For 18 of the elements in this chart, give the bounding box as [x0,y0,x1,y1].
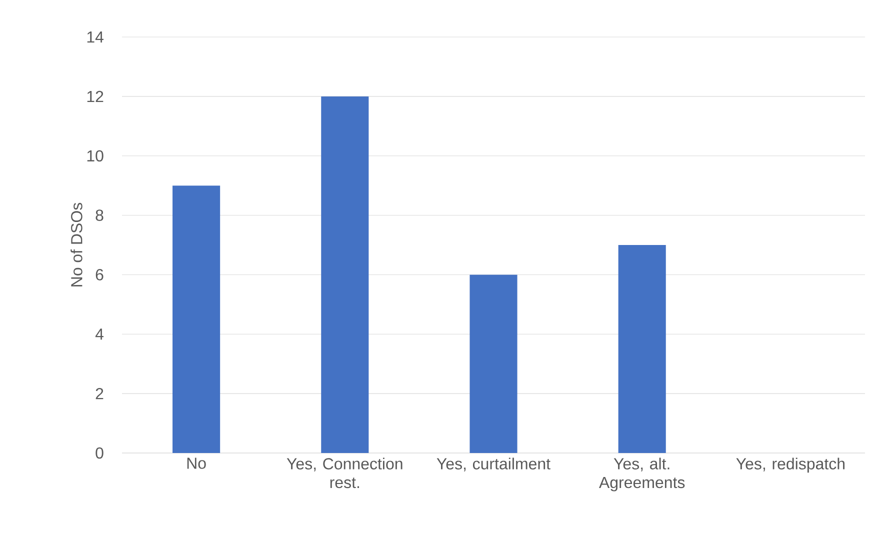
bar [618,245,666,453]
y-tick-label: 14 [87,32,104,43]
y-axis-title: No of DSOs [70,202,82,286]
x-tick-label: Yes, curtailment [436,458,550,472]
y-tick-label: 4 [95,328,104,340]
y-tick-label: 0 [96,447,104,459]
bar [172,186,220,453]
y-tick-label: 6 [96,269,104,280]
x-tick-label: Yes, Connection rest. [286,458,402,488]
bar [321,96,369,453]
bar [470,274,518,453]
y-tick-label: 2 [96,388,104,400]
x-tick-label: Yes, alt. Agreements [598,458,685,492]
y-tick-label: 10 [87,150,104,162]
x-tick-label: Yes, redispatch [736,458,844,473]
y-tick-label: 12 [87,90,104,102]
y-tick-label: 8 [96,210,104,221]
x-tick-label: No [187,458,206,469]
